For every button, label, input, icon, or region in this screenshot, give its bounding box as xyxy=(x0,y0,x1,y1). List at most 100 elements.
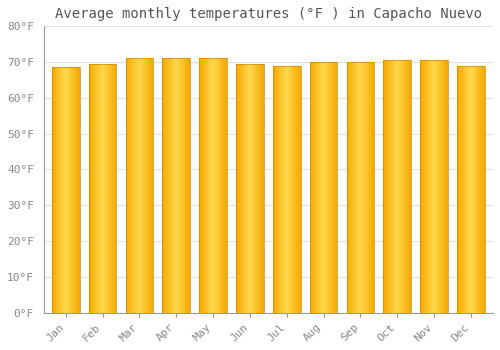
Bar xyxy=(261,64,262,313)
Bar xyxy=(314,62,316,313)
Bar xyxy=(203,58,204,313)
Bar xyxy=(138,58,140,313)
Bar xyxy=(406,60,408,313)
Bar xyxy=(200,58,201,313)
Bar xyxy=(484,66,485,313)
Bar xyxy=(136,58,138,313)
Bar xyxy=(387,60,388,313)
Bar xyxy=(92,64,94,313)
Title: Average monthly temperatures (°F ) in Capacho Nuevo: Average monthly temperatures (°F ) in Ca… xyxy=(55,7,482,21)
Bar xyxy=(310,62,312,313)
Bar xyxy=(200,58,227,313)
Bar xyxy=(472,66,473,313)
Bar xyxy=(420,60,448,313)
Bar xyxy=(252,64,254,313)
Bar xyxy=(217,58,218,313)
Bar xyxy=(482,66,483,313)
Bar xyxy=(399,60,400,313)
Bar xyxy=(170,58,172,313)
Bar xyxy=(169,58,170,313)
Bar xyxy=(242,64,244,313)
Bar xyxy=(52,68,53,313)
Bar xyxy=(462,66,464,313)
Bar xyxy=(329,62,330,313)
Bar xyxy=(263,64,264,313)
Bar xyxy=(140,58,141,313)
Bar xyxy=(461,66,462,313)
Bar xyxy=(223,58,224,313)
Bar xyxy=(457,66,458,313)
Bar xyxy=(366,62,367,313)
Bar xyxy=(60,68,61,313)
Bar xyxy=(220,58,222,313)
Bar xyxy=(293,66,294,313)
Bar xyxy=(402,60,403,313)
Bar xyxy=(428,60,430,313)
Bar xyxy=(363,62,364,313)
Bar xyxy=(389,60,390,313)
Bar xyxy=(435,60,436,313)
Bar xyxy=(299,66,300,313)
Bar xyxy=(176,58,177,313)
Bar xyxy=(62,68,63,313)
Bar xyxy=(386,60,387,313)
Bar xyxy=(331,62,332,313)
Bar xyxy=(134,58,135,313)
Bar xyxy=(174,58,176,313)
Bar xyxy=(167,58,168,313)
Bar xyxy=(283,66,284,313)
Bar xyxy=(275,66,276,313)
Bar xyxy=(360,62,362,313)
Bar xyxy=(133,58,134,313)
Bar xyxy=(394,60,396,313)
Bar xyxy=(447,60,448,313)
Bar xyxy=(328,62,329,313)
Bar xyxy=(247,64,248,313)
Bar xyxy=(222,58,223,313)
Bar xyxy=(469,66,470,313)
Bar xyxy=(282,66,283,313)
Bar xyxy=(350,62,351,313)
Bar xyxy=(78,68,80,313)
Bar xyxy=(75,68,76,313)
Bar xyxy=(146,58,147,313)
Bar xyxy=(364,62,365,313)
Bar xyxy=(278,66,280,313)
Bar xyxy=(440,60,442,313)
Bar xyxy=(150,58,152,313)
Bar xyxy=(274,66,275,313)
Bar xyxy=(148,58,150,313)
Bar xyxy=(473,66,474,313)
Bar xyxy=(426,60,427,313)
Bar xyxy=(290,66,292,313)
Bar xyxy=(98,64,99,313)
Bar xyxy=(354,62,355,313)
Bar xyxy=(433,60,434,313)
Bar xyxy=(254,64,256,313)
Bar xyxy=(152,58,154,313)
Bar xyxy=(408,60,410,313)
Bar xyxy=(131,58,132,313)
Bar xyxy=(236,64,264,313)
Bar xyxy=(104,64,106,313)
Bar xyxy=(244,64,246,313)
Bar xyxy=(237,64,238,313)
Bar xyxy=(358,62,360,313)
Bar xyxy=(206,58,208,313)
Bar xyxy=(423,60,424,313)
Bar xyxy=(273,66,300,313)
Bar xyxy=(162,58,190,313)
Bar xyxy=(256,64,258,313)
Bar xyxy=(189,58,190,313)
Bar xyxy=(444,60,445,313)
Bar xyxy=(172,58,174,313)
Bar xyxy=(236,64,237,313)
Bar xyxy=(336,62,338,313)
Bar xyxy=(144,58,145,313)
Bar xyxy=(392,60,394,313)
Bar xyxy=(181,58,182,313)
Bar xyxy=(372,62,374,313)
Bar xyxy=(166,58,167,313)
Bar xyxy=(480,66,481,313)
Bar xyxy=(468,66,469,313)
